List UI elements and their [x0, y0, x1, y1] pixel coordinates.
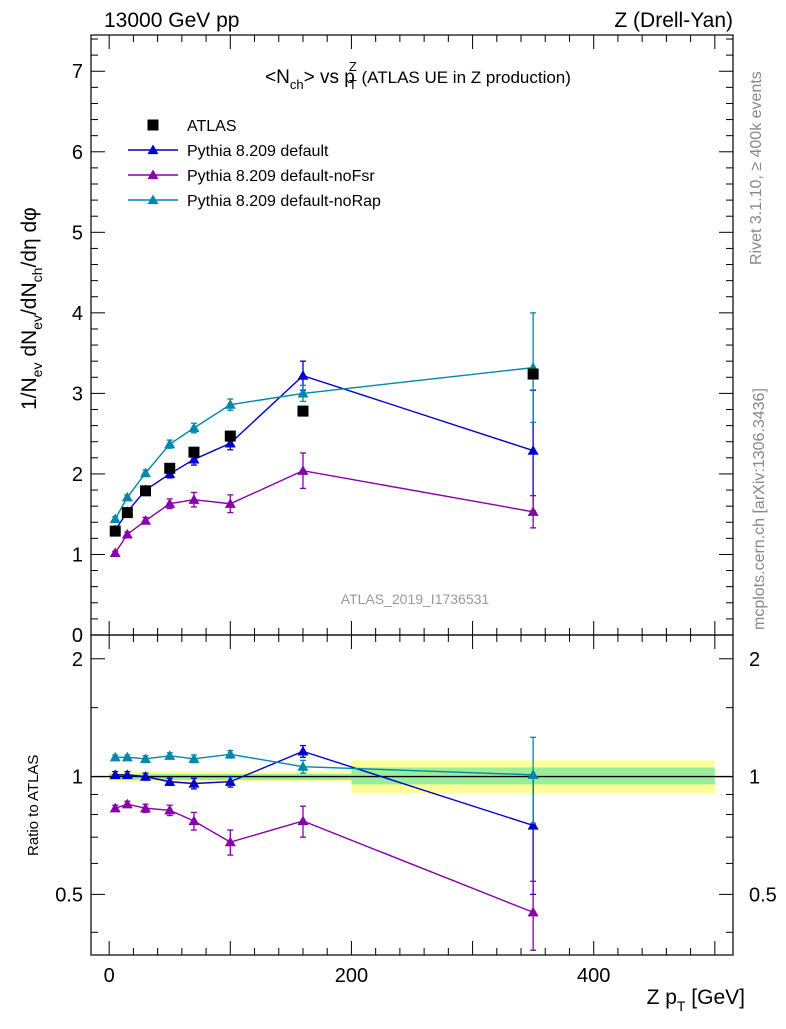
series-point	[109, 513, 121, 524]
data-point	[188, 446, 200, 458]
data-point	[109, 525, 121, 537]
header-right: Z (Drell-Yan)	[614, 9, 733, 32]
series-line-main	[114, 469, 534, 554]
x-axis-label: Z pT [GeV]	[647, 986, 745, 1014]
chart-title: <Nch> vs pZ T (ATLAS UE in Z production)	[265, 59, 571, 92]
data-point	[121, 507, 133, 519]
series-point	[121, 491, 133, 502]
ratio-tick-label: 2	[72, 649, 83, 671]
rivet-label: Rivet 3.1.10, ≥ 400k events	[748, 71, 765, 265]
ratio-point	[109, 769, 121, 779]
series-line-ratio	[115, 803, 534, 913]
series-point	[140, 467, 152, 478]
ratio-point	[140, 802, 152, 813]
series-layer	[109, 312, 539, 951]
ratio-point	[121, 798, 133, 809]
y-tick-label: 0	[72, 625, 83, 647]
y-tick-label: 5	[72, 222, 83, 244]
y-tick-label: 7	[72, 61, 83, 83]
y-tick-label: 6	[72, 142, 83, 164]
ratio-point	[224, 776, 236, 786]
ratio-point	[164, 804, 176, 815]
mcplots-label: mcplots.cern.ch [arXiv:1306.3436]	[751, 388, 768, 630]
y-tick-label: 4	[72, 303, 83, 325]
ratio-point	[121, 769, 133, 779]
ratio-point	[164, 750, 176, 760]
legend-label-1: Pythia 8.209 default-noFsr	[187, 168, 375, 185]
ratio-y-axis-label: Ratio to ATLAS	[25, 755, 42, 856]
legend-marker-2	[147, 194, 159, 205]
legend-label-0: Pythia 8.209 default	[187, 143, 329, 160]
header-left: 13000 GeV pp	[104, 9, 239, 32]
ratio-point	[527, 769, 539, 779]
series-point	[297, 465, 309, 475]
series-point	[164, 438, 176, 449]
ratio-point	[527, 819, 539, 830]
x-tick-label: 400	[577, 965, 610, 987]
series-line-main	[114, 374, 534, 531]
series-point	[297, 370, 309, 380]
legend-marker-0	[147, 144, 159, 155]
watermark: ATLAS_2019_I1736531	[341, 591, 490, 607]
series-2	[109, 312, 539, 824]
ratio-point	[297, 745, 309, 756]
ratio-point	[188, 778, 200, 788]
series-point	[224, 437, 236, 448]
ratio-axes: 0.5 0.5 1 1 2 2 0 200 400	[55, 634, 777, 987]
data-point	[224, 430, 236, 442]
series-point	[224, 498, 236, 508]
y-axis-label: 1/Nev dNev/dNch/dη dφ	[18, 207, 45, 410]
data-series	[109, 368, 539, 537]
ratio-point	[121, 751, 133, 762]
side-labels: Rivet 3.1.10, ≥ 400k events mcplots.cern…	[748, 71, 768, 630]
series-point	[140, 515, 152, 525]
series-point	[121, 528, 133, 539]
series-line-main	[114, 366, 534, 520]
ratio-point	[109, 802, 121, 813]
data-point	[297, 405, 309, 417]
legend-marker-data	[147, 119, 159, 131]
y-tick-label: 2	[72, 464, 83, 486]
legend-label-data: ATLAS	[187, 118, 237, 135]
ratio-tick-label: 0.5	[55, 884, 83, 906]
ratio-point	[224, 748, 236, 759]
ratio-point	[188, 753, 200, 763]
ratio-point	[527, 906, 539, 917]
ratio-point	[164, 776, 176, 786]
main-axes: 0 1 2 3 4 5 6 7	[72, 34, 734, 647]
ratio-point	[188, 815, 200, 826]
series-1	[109, 452, 539, 951]
ratio-tick-label-right: 2	[749, 649, 760, 671]
series-point	[109, 547, 121, 557]
data-point	[140, 485, 152, 497]
ratio-point	[224, 836, 236, 847]
ratio-point	[297, 761, 309, 771]
series-point	[297, 387, 309, 398]
ratio-tick-label: 1	[72, 767, 83, 789]
legend: ATLAS Pythia 8.209 default Pythia 8.209 de…	[128, 118, 381, 210]
y-tick-label: 3	[72, 383, 83, 405]
series-point	[188, 494, 200, 504]
ratio-point	[297, 815, 309, 826]
series-point	[188, 453, 200, 464]
series-point	[527, 445, 539, 455]
ratio-point	[140, 753, 152, 763]
series-point	[224, 399, 236, 409]
y-tick-label: 1	[72, 544, 83, 566]
legend-marker-1	[147, 169, 159, 180]
ratio-tick-label-right: 0.5	[749, 884, 777, 906]
series-point	[527, 506, 539, 516]
data-point	[164, 462, 176, 474]
data-point	[527, 368, 539, 380]
ratio-tick-label-right: 1	[749, 767, 760, 789]
series-point	[188, 422, 200, 433]
x-tick-label: 200	[335, 965, 368, 987]
series-point	[164, 498, 176, 508]
ratio-point	[140, 771, 152, 781]
x-tick-label: 0	[104, 965, 115, 987]
ratio-frame	[90, 634, 734, 956]
ratio-point	[109, 751, 121, 762]
legend-label-2: Pythia 8.209 default-noRap	[187, 193, 381, 210]
